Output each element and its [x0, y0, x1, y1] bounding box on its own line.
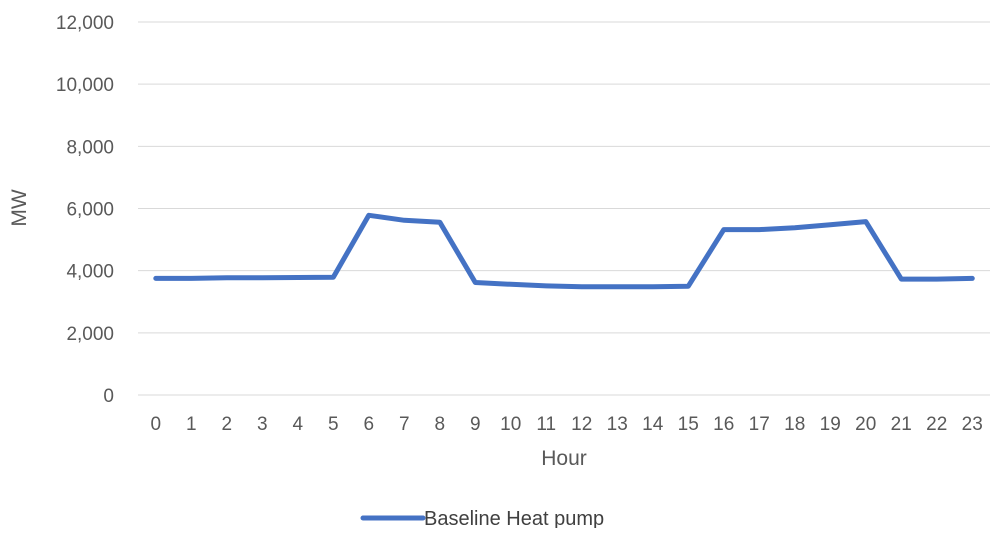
x-tick-label-7: 7: [399, 414, 410, 435]
series-line-baseline-heat-pump: [156, 215, 973, 286]
x-tick-label-11: 11: [536, 414, 556, 435]
x-tick-label-8: 8: [434, 414, 445, 435]
x-tick-label-1: 1: [186, 414, 197, 435]
x-tick-label-4: 4: [292, 414, 303, 435]
x-tick-label-6: 6: [363, 414, 374, 435]
y-tick-label-10000: 10,000: [56, 75, 114, 96]
x-tick-label-19: 19: [820, 414, 841, 435]
series-lines: [156, 215, 973, 287]
gridlines: [138, 22, 990, 395]
y-axis-tick-labels: 0 2,000 4,000 6,000 8,000 10,000 12,000: [56, 13, 114, 407]
x-tick-label-9: 9: [470, 414, 481, 435]
y-tick-label-4000: 4,000: [66, 262, 114, 283]
legend-label-baseline-heat-pump: Baseline Heat pump: [424, 508, 604, 528]
x-tick-label-14: 14: [642, 414, 664, 435]
x-tick-label-12: 12: [571, 414, 592, 435]
y-tick-label-12000: 12,000: [56, 13, 114, 34]
x-tick-label-18: 18: [784, 414, 805, 435]
x-axis-title: Hour: [541, 447, 587, 470]
y-tick-label-0: 0: [103, 386, 114, 407]
x-tick-label-15: 15: [678, 414, 699, 435]
y-tick-label-6000: 6,000: [66, 200, 114, 221]
x-tick-label-16: 16: [713, 414, 734, 435]
x-tick-label-5: 5: [328, 414, 339, 435]
x-tick-label-17: 17: [749, 414, 770, 435]
y-tick-label-2000: 2,000: [66, 324, 114, 345]
y-axis-title: MW: [8, 189, 31, 226]
x-tick-label-23: 23: [962, 414, 983, 435]
x-tick-label-0: 0: [150, 414, 161, 435]
x-tick-label-20: 20: [855, 414, 876, 435]
x-tick-label-13: 13: [607, 414, 628, 435]
x-tick-label-10: 10: [500, 414, 521, 435]
x-tick-label-22: 22: [926, 414, 947, 435]
x-tick-label-21: 21: [891, 414, 912, 435]
legend: Baseline Heat pump: [363, 508, 604, 528]
x-tick-label-2: 2: [221, 414, 232, 435]
y-tick-label-8000: 8,000: [66, 137, 114, 158]
x-tick-label-3: 3: [257, 414, 268, 435]
